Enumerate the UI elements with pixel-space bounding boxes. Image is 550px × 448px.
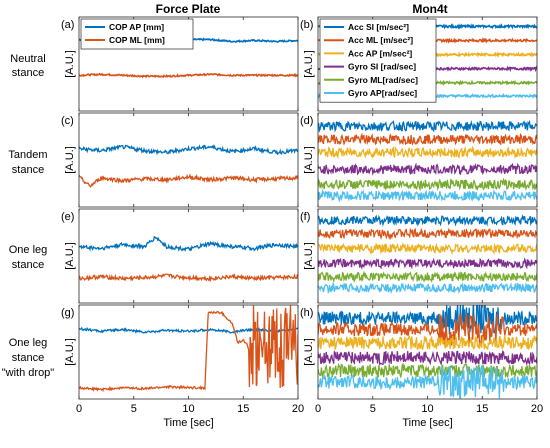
legend-entry: Acc AP [m/sec²] — [348, 48, 412, 58]
y-axis-label: [A.U.] — [303, 50, 315, 78]
panel-letter: (h) — [300, 307, 313, 319]
series-line — [79, 72, 298, 79]
panel-letter: (f) — [300, 211, 310, 223]
row-label-line: Neutral — [10, 53, 45, 65]
series-line — [79, 173, 298, 188]
panel-d: (d) [A.U.] — [300, 112, 538, 208]
legend-entry: Gyro SI [rad/sec] — [348, 62, 416, 72]
panel-letter: (e) — [61, 211, 74, 223]
panel-g: 0 5 10 15 20 (g) [A.U.] Time [sec] — [61, 304, 304, 429]
series-line — [318, 145, 537, 160]
series-line — [318, 177, 537, 192]
legend-entry: Acc ML [m/sec²] — [348, 35, 413, 45]
series-line — [318, 270, 537, 284]
x-tick-label: 0 — [315, 403, 321, 415]
series-line — [318, 242, 537, 256]
legend-entry: Acc SI [m/sec²] — [348, 22, 409, 32]
x-tick-label: 0 — [76, 403, 82, 415]
series-line — [318, 305, 537, 337]
panel-b: (b)[A.U.]Acc SI [m/sec²]Acc ML [m/sec²]A… — [300, 16, 538, 112]
x-tick-label: 15 — [237, 403, 249, 415]
axes-box — [78, 208, 299, 304]
series-line — [318, 365, 537, 399]
series-line — [318, 132, 537, 146]
panel-letter: (b) — [300, 19, 313, 31]
panel-h: 0 5 10 15 20 (h) [A.U.] Time [sec] — [300, 304, 543, 429]
series-line — [79, 326, 298, 334]
series-line — [318, 257, 537, 270]
panel-a: (a) [A.U.] COP AP [mm] COP ML [mm] — [61, 16, 299, 112]
legend-box — [80, 18, 194, 50]
series-line — [318, 349, 537, 367]
legend-cop: COP AP [mm] COP ML [mm] — [80, 18, 194, 50]
series-group — [318, 305, 537, 399]
row-label-line: stance — [12, 352, 44, 364]
panel-e: (e) [A.U.] — [61, 208, 299, 304]
series-line — [318, 213, 537, 227]
legend-box — [319, 18, 437, 103]
series-line — [318, 362, 537, 379]
series-line — [318, 119, 537, 133]
axes-box — [78, 112, 299, 208]
row-label-line: One leg — [9, 244, 48, 256]
x-tick-label: 10 — [182, 403, 194, 415]
series-line — [318, 162, 537, 176]
series-line — [318, 312, 537, 346]
panel-f: (f) [A.U.] — [300, 208, 538, 304]
series-group — [318, 213, 537, 295]
series-line — [318, 188, 537, 203]
column-title-force-plate: Force Plate — [156, 2, 221, 16]
row-label-line: stance — [12, 259, 44, 271]
panel-letter: (c) — [61, 115, 74, 127]
row-label-line: stance — [12, 164, 44, 176]
x-tick-label: 5 — [370, 403, 376, 415]
y-axis-label: [A.U.] — [303, 338, 315, 366]
y-axis-label: [A.U.] — [64, 146, 76, 174]
y-axis-label: [A.U.] — [64, 242, 76, 270]
legend-entry: Gyro AP[rad/sec] — [348, 88, 417, 98]
x-tick-label: 15 — [476, 403, 488, 415]
x-axis-label: Time [sec] — [402, 417, 452, 429]
row-label-one-leg-stance-with-drop: One leg stance "with drop" — [2, 337, 55, 379]
row-label-line: stance — [12, 67, 44, 79]
series-line — [79, 235, 298, 252]
x-tick-label: 20 — [531, 403, 543, 415]
row-label-line: Tandem — [8, 149, 47, 161]
series-line — [318, 227, 537, 241]
y-axis-label: [A.U.] — [303, 242, 315, 270]
legend-entry: Gyro ML[rad/sec] — [348, 75, 418, 85]
series-group — [318, 119, 537, 203]
y-axis-label: [A.U.] — [64, 338, 76, 366]
y-axis-label: [A.U.] — [64, 50, 76, 78]
series-group — [79, 305, 298, 393]
legend-entry: COP ML [mm] — [109, 35, 165, 45]
series-group — [79, 144, 298, 188]
row-label-one-leg-stance: One leg stance — [9, 244, 48, 271]
row-label-line: "with drop" — [2, 367, 55, 379]
panel-grid: (a) [A.U.] COP AP [mm] COP ML [mm] (b) [A.U.]… — [61, 16, 543, 429]
series-line — [318, 334, 537, 352]
x-axis-label: Time [sec] — [163, 417, 213, 429]
x-tick-label: 5 — [131, 403, 137, 415]
legend-entry: COP AP [mm] — [109, 22, 164, 32]
panel-c: (c) [A.U.] — [61, 112, 299, 208]
series-line — [79, 305, 298, 393]
legend-mon4t: Acc SI [m/sec²] Acc ML [m/sec²] Acc AP [m/… — [319, 18, 437, 103]
row-label-neutral-stance: Neutral stance — [10, 53, 45, 79]
x-tick-label: 10 — [421, 403, 433, 415]
series-line — [79, 273, 298, 283]
row-label-tandem-stance: Tandem stance — [8, 149, 47, 176]
series-line — [79, 144, 298, 156]
series-line — [318, 281, 537, 295]
column-title-mon4t: Mon4t — [412, 2, 447, 16]
y-axis-label: [A.U.] — [303, 146, 315, 174]
panel-letter: (g) — [61, 307, 74, 319]
x-tick-label: 20 — [292, 403, 304, 415]
series-group — [79, 235, 298, 283]
panel-letter: (a) — [61, 19, 74, 31]
panel-letter: (d) — [300, 115, 313, 127]
row-label-line: One leg — [9, 337, 48, 349]
